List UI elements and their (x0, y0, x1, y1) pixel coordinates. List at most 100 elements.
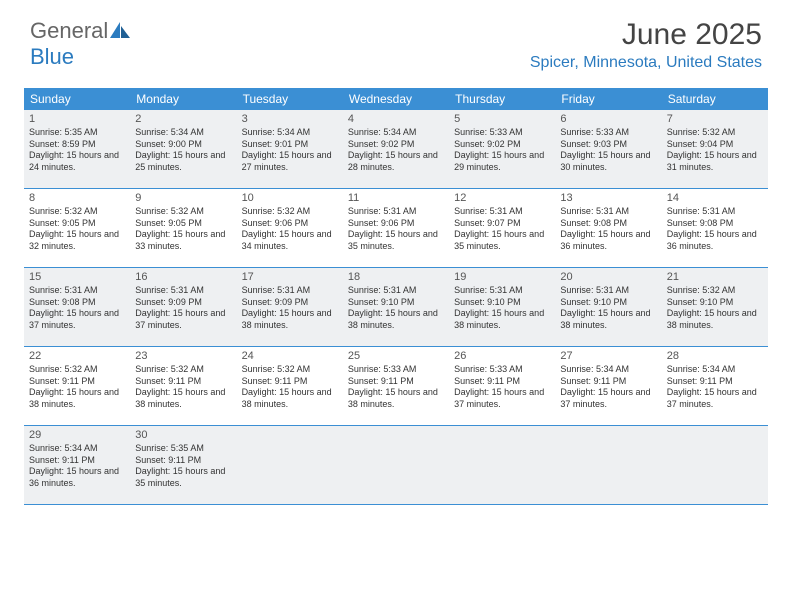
daylight-line: Daylight: 15 hours and 37 minutes. (667, 387, 763, 410)
day-number: 10 (242, 192, 338, 204)
daylight-line: Daylight: 15 hours and 34 minutes. (242, 229, 338, 252)
calendar-cell (555, 426, 661, 504)
daylight-line: Daylight: 15 hours and 24 minutes. (29, 150, 125, 173)
daylight-line: Daylight: 15 hours and 37 minutes. (29, 308, 125, 331)
sunset-line: Sunset: 9:04 PM (667, 139, 763, 151)
day-number: 5 (454, 113, 550, 125)
calendar-cell: 25Sunrise: 5:33 AMSunset: 9:11 PMDayligh… (343, 347, 449, 425)
day-info: Sunrise: 5:32 AMSunset: 9:04 PMDaylight:… (667, 127, 763, 174)
calendar-week: 29Sunrise: 5:34 AMSunset: 9:11 PMDayligh… (24, 426, 768, 505)
sunset-line: Sunset: 9:10 PM (667, 297, 763, 309)
day-number: 7 (667, 113, 763, 125)
page-header: General Blue June 2025 Spicer, Minnesota… (0, 0, 792, 80)
day-info: Sunrise: 5:34 AMSunset: 9:01 PMDaylight:… (242, 127, 338, 174)
calendar-cell: 11Sunrise: 5:31 AMSunset: 9:06 PMDayligh… (343, 189, 449, 267)
sunrise-line: Sunrise: 5:35 AM (135, 443, 231, 455)
sunrise-line: Sunrise: 5:31 AM (667, 206, 763, 218)
day-info: Sunrise: 5:32 AMSunset: 9:06 PMDaylight:… (242, 206, 338, 253)
daylight-line: Daylight: 15 hours and 28 minutes. (348, 150, 444, 173)
calendar-week: 15Sunrise: 5:31 AMSunset: 9:08 PMDayligh… (24, 268, 768, 347)
sunset-line: Sunset: 9:06 PM (348, 218, 444, 230)
sunset-line: Sunset: 9:05 PM (135, 218, 231, 230)
day-info: Sunrise: 5:33 AMSunset: 9:03 PMDaylight:… (560, 127, 656, 174)
day-info: Sunrise: 5:32 AMSunset: 9:11 PMDaylight:… (29, 364, 125, 411)
daylight-line: Daylight: 15 hours and 37 minutes. (135, 308, 231, 331)
day-info: Sunrise: 5:33 AMSunset: 9:11 PMDaylight:… (454, 364, 550, 411)
logo-text-2: Blue (30, 44, 74, 69)
sunrise-line: Sunrise: 5:33 AM (454, 364, 550, 376)
day-number: 19 (454, 271, 550, 283)
daylight-line: Daylight: 15 hours and 36 minutes. (560, 229, 656, 252)
day-info: Sunrise: 5:31 AMSunset: 9:09 PMDaylight:… (135, 285, 231, 332)
sunrise-line: Sunrise: 5:32 AM (242, 206, 338, 218)
day-number: 12 (454, 192, 550, 204)
day-number: 17 (242, 271, 338, 283)
daylight-line: Daylight: 15 hours and 31 minutes. (667, 150, 763, 173)
day-number: 8 (29, 192, 125, 204)
sunrise-line: Sunrise: 5:34 AM (348, 127, 444, 139)
sunrise-line: Sunrise: 5:34 AM (560, 364, 656, 376)
sunrise-line: Sunrise: 5:32 AM (667, 127, 763, 139)
calendar-cell: 16Sunrise: 5:31 AMSunset: 9:09 PMDayligh… (130, 268, 236, 346)
day-info: Sunrise: 5:34 AMSunset: 9:02 PMDaylight:… (348, 127, 444, 174)
sunrise-line: Sunrise: 5:31 AM (560, 285, 656, 297)
day-info: Sunrise: 5:34 AMSunset: 9:11 PMDaylight:… (667, 364, 763, 411)
day-info: Sunrise: 5:32 AMSunset: 9:11 PMDaylight:… (135, 364, 231, 411)
calendar-cell: 7 Sunrise: 5:32 AMSunset: 9:04 PMDaylight… (662, 110, 768, 188)
sunset-line: Sunset: 9:10 PM (454, 297, 550, 309)
sunrise-line: Sunrise: 5:32 AM (135, 206, 231, 218)
sunrise-line: Sunrise: 5:32 AM (242, 364, 338, 376)
day-header: Monday (130, 88, 236, 110)
daylight-line: Daylight: 15 hours and 37 minutes. (560, 387, 656, 410)
day-info: Sunrise: 5:34 AMSunset: 9:11 PMDaylight:… (560, 364, 656, 411)
sunset-line: Sunset: 9:09 PM (242, 297, 338, 309)
sunset-line: Sunset: 9:11 PM (29, 376, 125, 388)
calendar-cell: 23 Sunrise: 5:32 AMSunset: 9:11 PMDayligh… (130, 347, 236, 425)
day-header: Saturday (662, 88, 768, 110)
day-info: Sunrise: 5:35 AMSunset: 8:59 PMDaylight:… (29, 127, 125, 174)
day-header: Friday (555, 88, 661, 110)
day-info: Sunrise: 5:31 AMSunset: 9:10 PMDaylight:… (454, 285, 550, 332)
calendar-cell: 24Sunrise: 5:32 AMSunset: 9:11 PMDayligh… (237, 347, 343, 425)
calendar-cell: 5Sunrise: 5:33 AMSunset: 9:02 PMDaylight… (449, 110, 555, 188)
day-number: 27 (560, 350, 656, 362)
sunrise-line: Sunrise: 5:34 AM (242, 127, 338, 139)
sunset-line: Sunset: 9:03 PM (560, 139, 656, 151)
logo: General Blue (30, 18, 132, 70)
calendar-cell: 8Sunrise: 5:32 AMSunset: 9:05 PMDaylight… (24, 189, 130, 267)
calendar-cell: 15Sunrise: 5:31 AMSunset: 9:08 PMDayligh… (24, 268, 130, 346)
calendar-cell: 17 Sunrise: 5:31 AMSunset: 9:09 PMDayligh… (237, 268, 343, 346)
calendar-cell: 1 Sunrise: 5:35 AMSunset: 8:59 PMDaylight… (24, 110, 130, 188)
sunrise-line: Sunrise: 5:33 AM (348, 364, 444, 376)
day-number: 2 (135, 113, 231, 125)
calendar-cell: 20Sunrise: 5:31 AMSunset: 9:10 PMDayligh… (555, 268, 661, 346)
daylight-line: Daylight: 15 hours and 38 minutes. (348, 387, 444, 410)
day-number: 13 (560, 192, 656, 204)
calendar-cell: 12Sunrise: 5:31 AMSunset: 9:07 PMDayligh… (449, 189, 555, 267)
day-info: Sunrise: 5:31 AMSunset: 9:08 PMDaylight:… (29, 285, 125, 332)
location-text: Spicer, Minnesota, United States (530, 54, 762, 72)
calendar-cell: 9Sunrise: 5:32 AMSunset: 9:05 PMDaylight… (130, 189, 236, 267)
title-block: June 2025 Spicer, Minnesota, United Stat… (530, 18, 762, 72)
sunrise-line: Sunrise: 5:31 AM (242, 285, 338, 297)
daylight-line: Daylight: 15 hours and 36 minutes. (667, 229, 763, 252)
calendar-cell: 28Sunrise: 5:34 AMSunset: 9:11 PMDayligh… (662, 347, 768, 425)
sunrise-line: Sunrise: 5:32 AM (29, 206, 125, 218)
sunrise-line: Sunrise: 5:31 AM (29, 285, 125, 297)
day-number: 21 (667, 271, 763, 283)
day-number: 1 (29, 113, 125, 125)
sunrise-line: Sunrise: 5:34 AM (667, 364, 763, 376)
sunrise-line: Sunrise: 5:33 AM (454, 127, 550, 139)
day-number: 23 (135, 350, 231, 362)
daylight-line: Daylight: 15 hours and 35 minutes. (135, 466, 231, 489)
day-info: Sunrise: 5:31 AMSunset: 9:09 PMDaylight:… (242, 285, 338, 332)
sunrise-line: Sunrise: 5:32 AM (135, 364, 231, 376)
calendar-cell (343, 426, 449, 504)
sunset-line: Sunset: 9:05 PM (29, 218, 125, 230)
sunrise-line: Sunrise: 5:31 AM (454, 285, 550, 297)
sunrise-line: Sunrise: 5:34 AM (135, 127, 231, 139)
daylight-line: Daylight: 15 hours and 29 minutes. (454, 150, 550, 173)
day-number: 3 (242, 113, 338, 125)
day-info: Sunrise: 5:31 AMSunset: 9:08 PMDaylight:… (560, 206, 656, 253)
sunrise-line: Sunrise: 5:32 AM (667, 285, 763, 297)
